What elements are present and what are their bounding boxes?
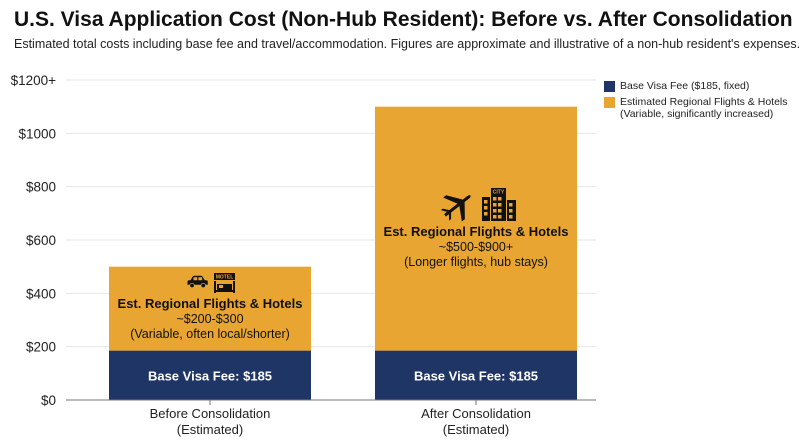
y-tick-label: $1200+: [11, 73, 57, 88]
annotation-note: (Variable, often local/shorter): [130, 327, 290, 341]
car-icon: [187, 275, 208, 289]
y-tick-label: $600: [26, 233, 56, 248]
annotation-heading: Est. Regional Flights & Hotels: [118, 296, 303, 311]
legend-label-travel-name: Estimated Regional Flights & Hotels: [620, 96, 788, 108]
bar-label-base: Base Visa Fee: $185: [414, 368, 538, 383]
bars: Base Visa Fee: $185 Base Visa Fee: $185: [109, 106, 577, 400]
annotation-range: ~$500-$900+: [439, 240, 513, 254]
y-tick-label: $1000: [18, 126, 56, 141]
y-tick-label: $800: [26, 180, 56, 195]
bar-label-base: Base Visa Fee: $185: [148, 368, 272, 383]
x-tick-label-sub: (Estimated): [443, 422, 509, 437]
city-buildings-icon: CITY: [482, 188, 516, 221]
legend-item-travel: Estimated Regional Flights & Hotels (Var…: [604, 96, 796, 120]
annotation-range: ~$200-$300: [176, 312, 243, 326]
bar-segment-travel: [109, 266, 311, 351]
x-axis-labels: Before Consolidation(Estimated)After Con…: [150, 400, 531, 437]
city-icon-text: CITY: [493, 190, 505, 196]
motel-icon-text: MOTEL: [216, 275, 234, 281]
y-tick-label: $0: [41, 393, 56, 408]
y-tick-label: $400: [26, 286, 56, 301]
motel-icon: MOTEL: [214, 273, 235, 293]
bar-segment-base: [109, 350, 311, 400]
y-axis-ticks: $0 $200 $400 $600 $800 $1000 $1200+: [11, 73, 57, 408]
chart-subtitle: Estimated total costs including base fee…: [14, 37, 800, 51]
x-tick-label: Before Consolidation: [150, 406, 271, 421]
legend-swatch-base: [604, 81, 615, 92]
annotation-heading: Est. Regional Flights & Hotels: [384, 224, 569, 239]
annotation-before: MOTEL Est. Regional Flights & Hotels~$200…: [118, 273, 303, 341]
legend-label-base: Base Visa Fee ($185, fixed): [620, 80, 750, 92]
x-tick-label: After Consolidation: [421, 406, 531, 421]
annotation-note: (Longer flights, hub stays): [404, 255, 548, 269]
legend-swatch-travel: [604, 97, 615, 108]
airplane-icon: [440, 195, 471, 222]
legend-label-travel: Estimated Regional Flights & Hotels (Var…: [620, 96, 788, 120]
legend-label-travel-sub: (Variable, significantly increased): [620, 108, 774, 120]
y-tick-label: $200: [26, 340, 56, 355]
bar-segment-base: [375, 350, 577, 400]
bar-segment-travel: [375, 106, 577, 351]
annotation-after: CITY Est. Regional Flights & Hotels~$500-…: [384, 188, 569, 269]
x-tick-label-sub: (Estimated): [177, 422, 243, 437]
chart-title: U.S. Visa Application Cost (Non-Hub Resi…: [14, 8, 793, 31]
legend: Base Visa Fee ($185, fixed) Estimated Re…: [604, 80, 796, 124]
legend-item-base: Base Visa Fee ($185, fixed): [604, 80, 796, 92]
